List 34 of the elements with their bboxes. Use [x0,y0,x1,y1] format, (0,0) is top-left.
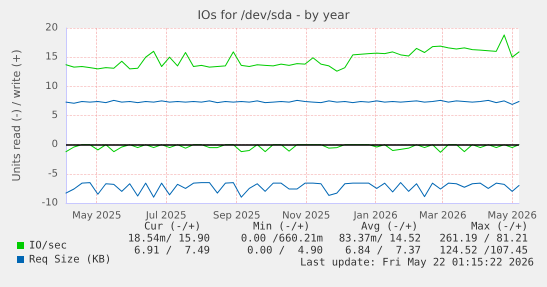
text: 0.00 / 4.90 [247,244,323,256]
y-tick-label: 0 [52,139,58,150]
y-tick-label: -10 [42,198,58,208]
x-tick-label: Nov 2025 [282,210,330,222]
text: Max (-/+) [471,220,528,232]
text: 6.84 / 7.37 [345,244,421,256]
y-tick-label: 10 [45,80,58,92]
text: 124.52 /107.45 [440,244,528,256]
text: Avg (-/+) [361,220,418,232]
y-tick-label: 15 [45,52,58,63]
x-tick-label: Mar 2026 [418,210,466,222]
text: Last update: Fri May 22 01:15:22 2026 [300,256,534,268]
y-tick-label: -5 [48,168,58,180]
y-tick-label: 20 [45,22,58,34]
y-tick-label: 5 [52,110,58,121]
legend-label: IO/sec [29,240,67,252]
x-tick-label: May 2026 [488,210,537,222]
x-tick-label: Jan 2026 [352,210,398,222]
text: Cur (-/+) [144,220,202,232]
text: 18.54m/ 15.90 [128,232,210,244]
x-tick-label: Sep 2025 [212,210,260,222]
text: 83.37m/ 14.52 [338,232,422,244]
line-series [66,182,520,198]
x-tick-label: Jul 2025 [144,210,187,222]
text: 261.19 / 81.21 [440,232,528,244]
line-series [66,144,520,153]
y-axis-title: Units read (-) / write (+) [10,49,23,182]
text: 0.00 /660.21m [240,232,324,244]
line-series [66,34,520,72]
x-tick-label: May 2025 [72,210,122,222]
chart-title: IOs for /dev/sda - by year [197,8,350,22]
text: Min (-/+) [253,220,310,232]
legend-label: Req Size (KB) [29,254,112,266]
text: 6.91 / 7.49 [134,244,210,256]
